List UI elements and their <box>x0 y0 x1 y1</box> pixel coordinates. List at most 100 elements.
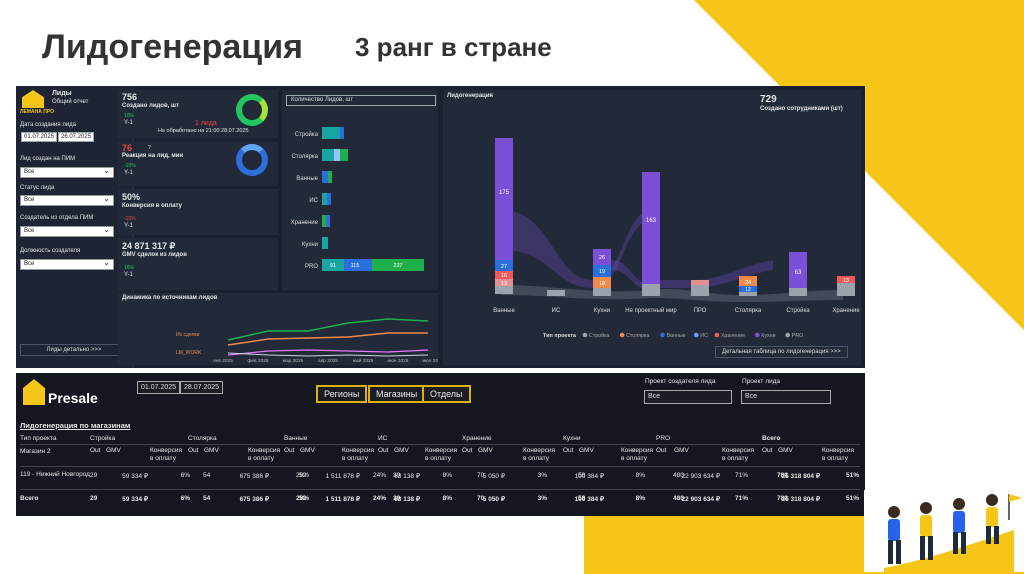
pim-filter-label: Лид создан на ПИМ <box>20 156 76 162</box>
cat-hranenie: Хранение <box>832 308 860 314</box>
sub-header-conv[interactable]: Конверсия в оплату <box>342 447 375 462</box>
position-filter-select[interactable]: Все <box>20 258 114 270</box>
table-cell: 22 903 634 ₽ <box>681 496 720 503</box>
table-cell: 675 386 ₽ <box>239 473 269 480</box>
hbar-segment <box>340 127 344 139</box>
sub-header-gmv[interactable]: GMV <box>204 447 219 454</box>
sub-header-conv[interactable]: Конверсия в оплату <box>425 447 458 462</box>
presale-logo-text: Presale <box>48 390 98 406</box>
shops-button[interactable]: Магазины <box>368 385 426 403</box>
table-cell: 29 <box>90 495 98 502</box>
kpi-gmv-delta: 16% <box>124 265 135 271</box>
group-header[interactable]: Стройка <box>90 435 116 442</box>
project-creator-select[interactable]: Все <box>644 390 732 404</box>
label-kuhni-pink: 18 <box>599 281 605 287</box>
group-header[interactable]: Всего <box>762 435 781 442</box>
sub-header-out[interactable]: Out <box>188 447 199 454</box>
table-cell: 675 386 ₽ <box>239 496 269 503</box>
legend-item: Хранение <box>721 333 745 339</box>
sub-header-conv[interactable]: Конверсия в оплату <box>523 447 556 462</box>
table-cell: 1 511 878 ₽ <box>325 473 360 480</box>
sub-header-conv[interactable]: Конверсия в оплату <box>722 447 755 462</box>
sub-header-gmv[interactable]: GMV <box>394 447 409 454</box>
date-to-field[interactable]: 26.07.2025 <box>58 132 95 142</box>
table-cell: 24% <box>372 495 386 502</box>
kpi-unprocessed-value: 1 лида <box>195 120 217 127</box>
dept-filter-select[interactable]: Все <box>20 225 114 237</box>
sub-header-gmv[interactable]: GMV <box>674 447 689 454</box>
sub-header-gmv[interactable]: GMV <box>579 447 594 454</box>
kpi-gmv-y: Y-1 <box>124 272 133 278</box>
sub-header-out[interactable]: Out <box>284 447 295 454</box>
status-filter-select[interactable]: Все <box>20 194 114 206</box>
hbar-segment <box>372 259 424 271</box>
month-tick-label: мар 2025 <box>283 358 304 364</box>
sub-header-out[interactable]: Out <box>762 447 773 454</box>
bar-vannye-grey <box>495 286 513 294</box>
legend-item: ИС <box>700 333 708 339</box>
table-cell: 51% <box>845 472 859 479</box>
sub-header-gmv[interactable]: GMV <box>300 447 315 454</box>
hbar-label: Кухни <box>302 242 318 248</box>
donut-reaction <box>236 144 268 176</box>
row-total-name: Всего <box>20 495 39 502</box>
table-total-row: Всего 29 59 334 ₽ 6% 54 675 386 ₽ 29% 52 1 511 … <box>20 493 860 511</box>
presale-panel: Presale 01.07.2025 28.07.2025 Регионы Ма… <box>16 373 865 516</box>
sub-header-gmv[interactable]: GMV <box>106 447 121 454</box>
qty-select[interactable]: Количество Лидов, шт <box>286 95 436 106</box>
presale-date-from[interactable]: 01.07.2025 <box>137 381 181 394</box>
pim-filter-select[interactable]: Все <box>20 166 114 178</box>
table-cell: 782 <box>777 472 788 479</box>
date-from-field[interactable]: 01.07.2025 <box>21 132 58 142</box>
table-row[interactable]: 119 - Нижний Новгород 29 59 334 ₽ 6% 54 675 … <box>20 470 860 490</box>
label-kuhni: 26 <box>599 255 605 261</box>
kpi-reaction-card: 76 ? Реакция на лид, мин -10% Y-1 <box>118 142 278 186</box>
sub-header-gmv[interactable]: GMV <box>778 447 793 454</box>
cat-npm: Не проектный мир <box>625 307 677 314</box>
group-header[interactable]: Хранение <box>462 435 492 442</box>
flow-grey <box>501 285 843 302</box>
sub-header-gmv[interactable]: GMV <box>478 447 493 454</box>
kpi-conversion-value: 50% <box>122 192 141 202</box>
filter-panel: ЛЕМАНА ПРО Лиды Общий отчет Дата создани… <box>16 86 134 368</box>
table-cell: 782 <box>777 495 788 502</box>
bar-stolyarka-orange <box>739 276 757 286</box>
regions-button[interactable]: Регионы <box>316 385 368 403</box>
sub-header-conv[interactable]: Конверсия в оплату <box>621 447 654 462</box>
hbar-segment <box>322 171 328 183</box>
presale-date-to[interactable]: 28.07.2025 <box>180 381 224 394</box>
kpi-gmv-card: 24 871 317 ₽ GMV сделок из лидов 16% Y-1 <box>118 238 278 290</box>
sub-header-out[interactable]: Out <box>462 447 473 454</box>
table-cell: 25 318 804 ₽ <box>781 496 820 503</box>
group-header[interactable]: Кухни <box>563 435 581 442</box>
table-cell: 39 <box>393 472 401 479</box>
bar-hranenie-red <box>837 276 855 283</box>
sub-header-conv[interactable]: Конверсия в оплату <box>248 447 281 462</box>
group-header[interactable]: PRO <box>656 435 671 442</box>
kpi-gmv-label: GMV сделок из лидов <box>122 252 187 258</box>
leads-detail-button[interactable]: Лиды детально >>> <box>20 344 128 356</box>
table-cell: 58 <box>578 472 586 479</box>
bar-stolyarka-grey <box>739 292 757 296</box>
group-header[interactable]: ИС <box>378 435 388 442</box>
kpi-conversion-card: 50% Конверсия в оплату -10% Y-1 <box>118 189 278 235</box>
legend-title: Тип проекта <box>543 333 577 339</box>
sub-header-out[interactable]: Out <box>563 447 574 454</box>
leads-dashboard: ЛЕМАНА ПРО Лиды Общий отчет Дата создани… <box>16 86 865 368</box>
sub-header-out[interactable]: Out <box>656 447 667 454</box>
group-header[interactable]: Ванные <box>284 435 308 442</box>
series-label-lmwork: LM_WORK <box>176 350 202 356</box>
bar-pro-pink <box>691 280 709 285</box>
group-header[interactable]: Столярка <box>188 435 217 442</box>
depts-button[interactable]: Отделы <box>422 385 471 403</box>
leadgen-detail-button[interactable]: Детальная таблица по лидогенерация >>> <box>715 346 848 358</box>
hbar-segment <box>322 149 334 161</box>
sub-header-conv[interactable]: Конверсия в оплату <box>822 447 855 462</box>
bar-npm-grey <box>642 284 660 296</box>
sub-header-out[interactable]: Out <box>378 447 389 454</box>
hbar-segment <box>340 149 348 161</box>
sub-header-conv[interactable]: Конверсия в оплату <box>150 447 183 462</box>
bar-kuhni-pink <box>593 277 611 288</box>
project-type-select[interactable]: Все <box>741 390 831 404</box>
sub-header-out[interactable]: Out <box>90 447 101 454</box>
